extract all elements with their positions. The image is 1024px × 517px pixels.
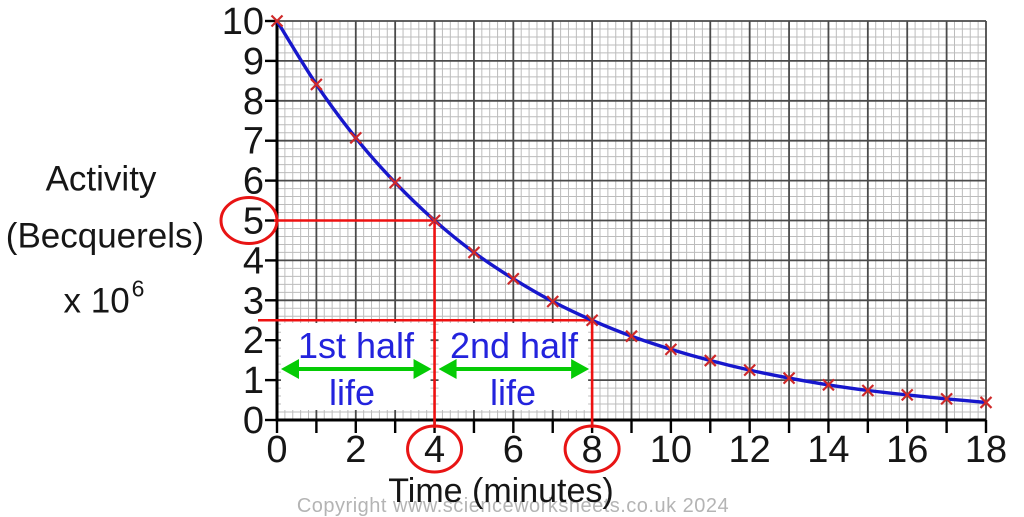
y-axis-title-line3: x 106	[63, 277, 145, 321]
y-axis-title-line1: Activity	[45, 159, 157, 199]
half-life-arrows	[281, 359, 590, 379]
copyright-watermark: Copyright www.scienceworksheets.co.uk 20…	[296, 495, 730, 517]
x-tick-label: 16	[886, 429, 928, 471]
y-axis-title-line2: (Becquerels)	[5, 216, 205, 256]
annotation-backgrounds	[281, 323, 589, 410]
x-axis-title: Time (minutes)	[388, 472, 614, 510]
x-tick-label: 6	[503, 429, 524, 471]
y-tick-label: 5	[243, 201, 264, 243]
grid-major-lines	[277, 20, 987, 420]
x-tick-label: 4	[424, 429, 445, 471]
x-tick-label: 2	[345, 429, 366, 471]
x-tick-label: 10	[650, 429, 692, 471]
second-half-life-label-line1: 2nd half	[449, 325, 579, 366]
x-tick-label: 0	[266, 429, 287, 471]
y-tick-label: 8	[243, 81, 264, 123]
y-tick-label: 9	[243, 41, 264, 83]
second-half-life-label-line2: life	[489, 372, 537, 413]
x-tick-label: 8	[582, 429, 603, 471]
circled-x-tick	[406, 424, 464, 474]
y-axis-title-multiplier: x 10	[63, 281, 130, 321]
circled-x-tick	[563, 424, 621, 474]
y-tick-label: 2	[243, 320, 264, 362]
first-half-life-label-line2: life	[328, 372, 376, 413]
x-tick-label: 12	[729, 429, 771, 471]
reading-guide-lines	[258, 219, 594, 428]
y-tick-label: 7	[243, 121, 264, 163]
y-tick-label: 10	[222, 1, 264, 43]
y-tick-label: 0	[243, 400, 264, 442]
data-point-markers	[270, 14, 993, 409]
x-tick-label: 14	[807, 429, 849, 471]
y-tick-label: 4	[243, 240, 264, 282]
y-axis-title-exponent: 6	[131, 275, 145, 302]
y-tick-label: 3	[243, 280, 264, 322]
y-tick-label: 6	[243, 161, 264, 203]
y-tick-label: 1	[243, 360, 264, 402]
x-tick-label: 18	[965, 429, 1007, 471]
circled-tick-highlights	[219, 196, 621, 474]
first-half-life-label-line1: 1st half	[297, 325, 415, 366]
circled-y-tick	[219, 196, 279, 245]
